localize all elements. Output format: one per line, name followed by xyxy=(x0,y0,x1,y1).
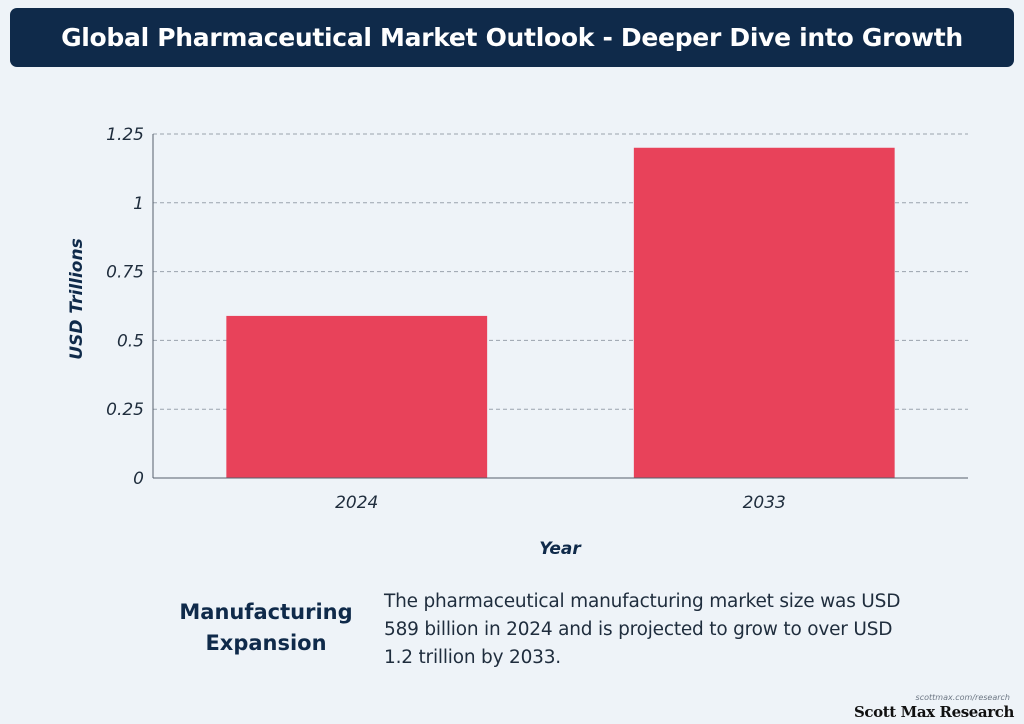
y-axis-title: USD Trillions xyxy=(67,238,87,359)
bars xyxy=(226,147,895,478)
y-tick-label: 0 xyxy=(133,469,144,489)
y-tick-label: 1 xyxy=(133,194,144,214)
y-tick-label: 1.25 xyxy=(106,125,144,145)
y-tick-labels: 0 0.25 0.5 0.75 1 1.25 xyxy=(106,125,144,489)
bar-2033 xyxy=(633,147,895,478)
caption-body: The pharmaceutical manufacturing market … xyxy=(384,591,901,668)
brand-url: scottmax.com/research xyxy=(915,693,1010,702)
bar-2024 xyxy=(226,315,488,478)
page-title: Global Pharmaceutical Market Outlook - D… xyxy=(61,23,963,52)
caption-heading: Manufacturing Expansion xyxy=(179,600,353,655)
y-tick-label: 0.75 xyxy=(106,263,144,283)
y-tick-label: 0.25 xyxy=(106,400,144,420)
x-tick-label: 2033 xyxy=(743,493,786,513)
brand-logo: Scott Max Research xyxy=(854,703,1014,721)
x-tick-label: 2024 xyxy=(335,493,378,513)
x-axis-title: Year xyxy=(539,539,582,559)
y-tick-label: 0.5 xyxy=(117,331,144,351)
title-banner: Global Pharmaceutical Market Outlook - D… xyxy=(10,8,1014,67)
x-tick-labels: 2024 2033 xyxy=(335,493,786,513)
axes xyxy=(152,134,968,479)
